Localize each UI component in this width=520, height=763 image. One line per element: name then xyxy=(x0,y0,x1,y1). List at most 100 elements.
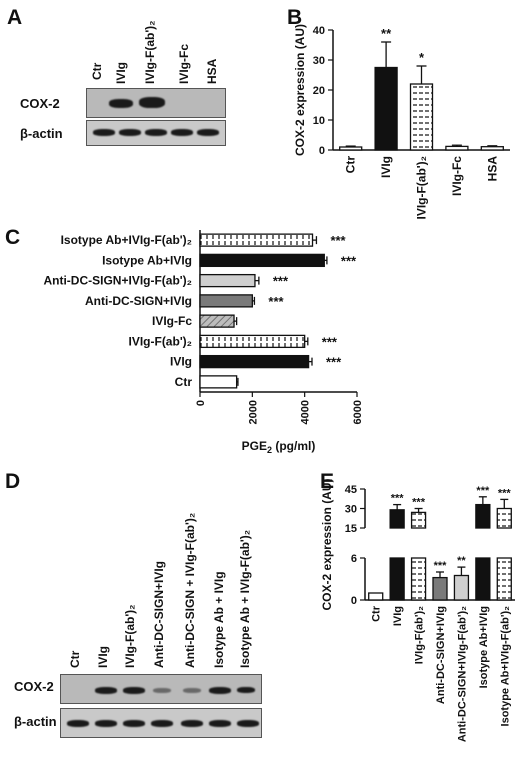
y-tick-label: 6 xyxy=(351,553,357,565)
blot-a-lane-label: IVIg-Fc xyxy=(177,43,191,84)
y-tick-label: Anti-DC-SIGN+IVIg xyxy=(85,294,192,308)
blot-a-lane-label: HSA xyxy=(205,58,219,84)
blot-a-actin-strip xyxy=(86,120,226,146)
bar-lower-segment xyxy=(475,557,491,601)
y-tick-label: 45 xyxy=(345,484,357,496)
x-tick-label: IVIg-F(ab')₂ xyxy=(414,606,426,664)
blot-band xyxy=(151,720,173,727)
blot-d-lane-label: Isotype Ab + IVIg-F(ab')₂ xyxy=(238,529,252,668)
blot-band xyxy=(95,720,117,727)
blot-d-lane-label: Ctr xyxy=(68,650,82,668)
blot-band xyxy=(119,129,141,136)
blot-a-row-label: COX-2 xyxy=(20,96,60,111)
x-tick-label: Ctr xyxy=(344,156,358,174)
blot-band xyxy=(95,687,117,694)
bar xyxy=(199,375,238,389)
bar xyxy=(199,294,253,308)
blot-band xyxy=(183,688,201,693)
y-tick-label: 10 xyxy=(313,115,325,127)
x-axis-label: PGE2 (pg/ml) xyxy=(242,439,316,455)
chart-e-svg: 0 6 15 30 45 COX-2 expression (AU) Ctr *** IVIg *… xyxy=(320,478,515,742)
blot-a-lane-label: Ctr xyxy=(90,62,104,80)
y-tick-label: Isotype Ab+IVIg xyxy=(102,253,192,267)
blot-band xyxy=(181,720,203,727)
bar xyxy=(199,273,256,288)
bar xyxy=(409,83,434,151)
blot-band xyxy=(237,687,255,693)
bar xyxy=(199,314,235,328)
x-tick-label: Anti-DC-SIGN+IVIg xyxy=(435,606,447,704)
blot-band xyxy=(109,99,133,108)
y-tick-label: 40 xyxy=(313,25,325,37)
significance-label: * xyxy=(419,50,425,65)
bar xyxy=(199,354,310,369)
blot-band xyxy=(197,129,219,136)
blot-band xyxy=(209,687,231,694)
bar xyxy=(475,503,491,529)
y-tick-label: IVIg-F(ab')₂ xyxy=(128,334,192,348)
blot-d-lane-label: IVIg xyxy=(96,645,110,668)
significance-label: *** xyxy=(330,233,346,248)
significance-label: *** xyxy=(391,493,405,505)
blot-band xyxy=(209,720,231,727)
chart-b-svg: 0 10 20 30 40 COX-2 expression (AU) Ctr ** IVIg *… xyxy=(293,24,510,220)
bar-lower-segment xyxy=(389,557,405,601)
y-tick-label: 30 xyxy=(313,55,325,67)
blot-band xyxy=(237,720,259,727)
x-tick-label: Isotype Ab+IVIg xyxy=(478,606,490,688)
blot-a-lane-label: IVIg-F(ab')₂ xyxy=(143,20,157,84)
bar xyxy=(445,145,469,151)
significance-label: *** xyxy=(434,560,448,572)
x-tick-label: 2000 xyxy=(247,400,259,424)
significance-label: ** xyxy=(457,555,466,567)
significance-label: *** xyxy=(273,274,289,289)
significance-label: *** xyxy=(412,497,426,509)
y-tick-label: 0 xyxy=(319,145,325,157)
blot-a-cox2-strip xyxy=(86,88,226,118)
x-tick-label: IVIg-F(ab')₂ xyxy=(415,156,429,220)
significance-label: *** xyxy=(322,334,338,349)
bar xyxy=(496,507,512,529)
bar xyxy=(199,233,314,247)
blot-band xyxy=(93,129,115,136)
y-tick-label: Anti-DC-SIGN+IVIg-F(ab')₂ xyxy=(43,274,192,288)
blot-a-row-label: β-actin xyxy=(20,126,63,141)
blot-d-row-label: β-actin xyxy=(14,714,57,729)
blot-band xyxy=(67,720,89,727)
significance-label: *** xyxy=(476,485,490,497)
bar xyxy=(480,146,504,151)
y-tick-label: 20 xyxy=(313,85,325,97)
bar xyxy=(374,66,398,151)
bar xyxy=(199,253,325,268)
x-tick-label: 4000 xyxy=(300,400,312,424)
blot-d-lane-label: IVIg-F(ab')₂ xyxy=(123,604,137,668)
blot-band xyxy=(139,97,165,108)
significance-label: *** xyxy=(326,355,342,370)
bar xyxy=(410,511,427,529)
blot-band xyxy=(145,129,167,136)
x-tick-label: HSA xyxy=(485,156,499,182)
significance-label: *** xyxy=(498,487,512,499)
significance-label: *** xyxy=(268,294,284,309)
y-tick-label: 15 xyxy=(345,523,357,535)
blot-d-lane-label: Anti-DC-SIGN+IVIg xyxy=(152,561,166,668)
x-tick-label: IVIg xyxy=(379,156,393,178)
y-tick-label: Isotype Ab+IVIg-F(ab')₂ xyxy=(61,233,192,247)
x-tick-label: 6000 xyxy=(352,400,364,424)
y-tick-label: Ctr xyxy=(175,375,193,389)
x-tick-label: Ctr xyxy=(371,605,383,622)
y-axis-label: COX-2 expression (AU) xyxy=(293,24,307,156)
x-tick-label: 0 xyxy=(195,400,207,406)
blot-band xyxy=(153,688,171,693)
blot-band xyxy=(123,687,145,694)
chart-c-svg: 0 2000 4000 6000 PGE2 (pg/ml) *** Isotype Ab+I… xyxy=(43,230,364,455)
y-tick-label: 0 xyxy=(351,595,357,607)
bar xyxy=(368,592,384,601)
bar xyxy=(339,146,363,151)
bar-lower-segment xyxy=(410,557,427,601)
panel-letter-e: E xyxy=(320,470,335,493)
x-tick-label: IVIg-Fc xyxy=(450,156,464,196)
y-tick-label: IVIg xyxy=(170,355,192,369)
x-tick-label: IVIg xyxy=(392,606,404,626)
bar-lower-segment xyxy=(496,557,512,601)
